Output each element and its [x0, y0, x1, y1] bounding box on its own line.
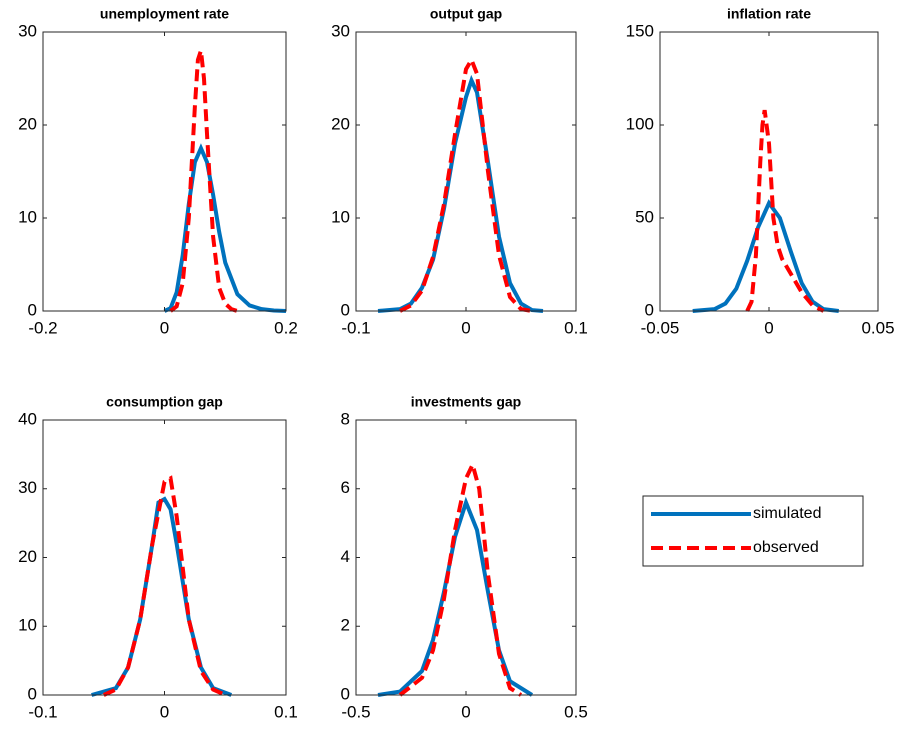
x-tick-label: 0 — [160, 702, 169, 721]
plot-area — [356, 420, 576, 695]
x-tick-label: 0 — [160, 318, 169, 337]
y-tick-label: 30 — [18, 21, 37, 40]
legend-box — [642, 495, 864, 567]
y-tick-label: 30 — [331, 21, 350, 40]
x-tick-label: -0.05 — [641, 318, 680, 337]
y-tick-label: 50 — [635, 207, 654, 226]
series-line — [398, 458, 523, 697]
plot-area — [356, 32, 576, 311]
plot-area — [43, 420, 286, 695]
y-tick-label: 0 — [645, 300, 654, 319]
x-tick-label: -0.5 — [341, 702, 370, 721]
series-line — [169, 49, 238, 313]
chart-title: consumption gap — [106, 394, 223, 410]
chart-title: inflation rate — [727, 6, 811, 22]
series-line — [399, 55, 533, 313]
y-tick-label: 2 — [341, 616, 350, 635]
y-tick-label: 4 — [341, 547, 350, 566]
chart-title: output gap — [430, 6, 502, 22]
x-tick-label: 0 — [461, 702, 470, 721]
chart-title: investments gap — [411, 394, 521, 410]
series-line — [692, 199, 840, 313]
y-tick-label: 0 — [341, 684, 350, 703]
x-tick-label: -0.1 — [341, 318, 370, 337]
x-tick-label: 0 — [764, 318, 773, 337]
y-tick-label: 40 — [18, 409, 37, 428]
chart-title: unemployment rate — [100, 6, 229, 22]
x-tick-label: 0.2 — [274, 318, 298, 337]
legend-label: observed — [753, 539, 819, 556]
x-tick-label: 0.05 — [861, 318, 894, 337]
series-line — [102, 475, 227, 697]
y-tick-label: 0 — [341, 300, 350, 319]
x-tick-label: 0.5 — [564, 702, 588, 721]
y-tick-label: 20 — [18, 114, 37, 133]
x-tick-label: -0.1 — [28, 702, 57, 721]
plot-area — [43, 32, 286, 311]
x-tick-label: 0.1 — [564, 318, 588, 337]
y-tick-label: 10 — [18, 616, 37, 635]
x-tick-label: 0.1 — [274, 702, 298, 721]
y-tick-label: 8 — [341, 409, 350, 428]
y-tick-label: 0 — [28, 684, 37, 703]
y-tick-label: 10 — [18, 207, 37, 226]
y-tick-label: 10 — [331, 207, 350, 226]
legend-label: simulated — [753, 505, 821, 522]
y-tick-label: 0 — [28, 300, 37, 319]
y-tick-label: 6 — [341, 478, 350, 497]
series-line — [745, 109, 825, 313]
y-tick-label: 20 — [331, 114, 350, 133]
x-tick-label: 0 — [461, 318, 470, 337]
x-tick-label: -0.2 — [28, 318, 57, 337]
y-tick-label: 150 — [626, 21, 654, 40]
y-tick-label: 30 — [18, 478, 37, 497]
series-line — [163, 143, 287, 313]
y-tick-label: 100 — [626, 114, 654, 133]
y-tick-label: 20 — [18, 547, 37, 566]
